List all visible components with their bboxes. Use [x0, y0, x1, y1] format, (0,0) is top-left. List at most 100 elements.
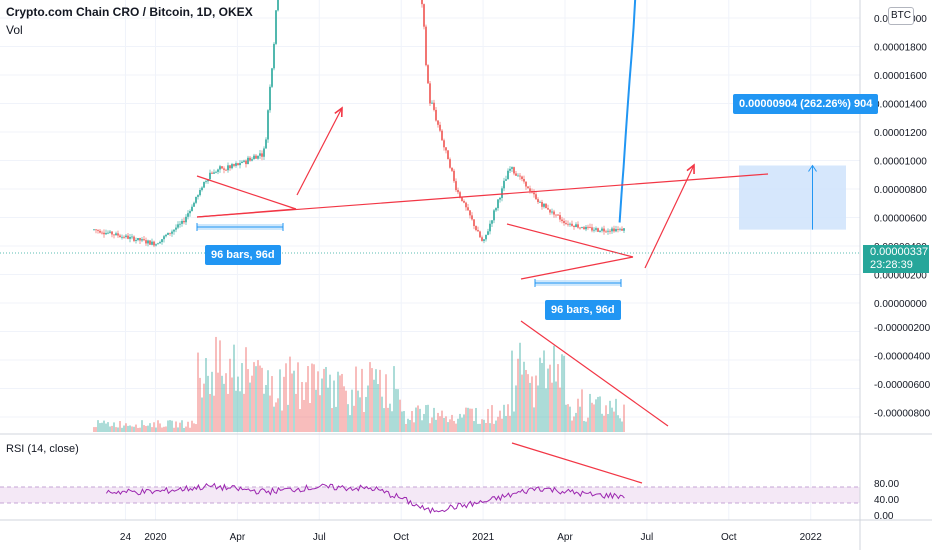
volume-bar [389, 403, 391, 432]
volume-bar [145, 426, 147, 432]
rsi-path [105, 482, 625, 515]
volume-bar [609, 400, 611, 432]
time-tick-label: Oct [721, 532, 737, 543]
volume-bar [251, 375, 253, 432]
candle-body [201, 187, 203, 191]
volume-bar [471, 408, 473, 432]
candle-body [445, 147, 447, 151]
candle-body [95, 229, 97, 231]
volume-bar [595, 399, 597, 432]
currency-badge[interactable]: BTC [888, 7, 914, 25]
volume-bar [311, 363, 313, 432]
volume-bar [135, 424, 137, 432]
candle-body [261, 153, 263, 157]
volume-bar [411, 411, 413, 432]
rsi-line [105, 482, 625, 515]
volume-bar [479, 423, 481, 432]
candle-body [155, 244, 157, 246]
volume-bar [203, 383, 205, 432]
candle-body [515, 173, 517, 176]
candle-body [527, 186, 529, 189]
volume-bar [125, 423, 127, 432]
volume-bar [553, 345, 555, 432]
rsi-tick-label: 40.00 [874, 495, 899, 506]
volume-bar [429, 423, 431, 432]
candle-body [465, 202, 467, 208]
candle-body [577, 224, 579, 228]
candle-body [595, 228, 597, 230]
volume-bar [299, 409, 301, 432]
candle-body [559, 215, 561, 220]
candle-body [111, 231, 113, 235]
volume-bar [613, 411, 615, 432]
candle-body [269, 86, 271, 111]
candle-body [449, 159, 451, 168]
volume-bar [361, 368, 363, 432]
volume-bar [589, 393, 591, 432]
candle-body [125, 235, 127, 237]
volume-bar [473, 421, 475, 432]
candle-body [257, 155, 259, 159]
volume-bar [435, 419, 437, 432]
candle-body [505, 179, 507, 181]
candle-body [495, 208, 497, 211]
volume-bar [337, 371, 339, 432]
volume-tick-label: -0.00000800 [874, 409, 931, 420]
volume-bar [385, 374, 387, 432]
candle-body [183, 220, 185, 223]
volume-bar [433, 407, 435, 432]
rsi-title: RSI (14, close) [6, 443, 79, 455]
volume-bar [301, 382, 303, 432]
volume-bar [287, 404, 289, 432]
candle-body [439, 124, 441, 131]
candle-body [129, 237, 131, 239]
volume-bar [557, 364, 559, 432]
volume-bar [111, 425, 113, 432]
arrow-up-1-head [334, 106, 343, 118]
volume-bar [575, 412, 577, 432]
candle-body [133, 236, 135, 241]
candle-body [243, 160, 245, 162]
candle-body [611, 228, 613, 232]
measure-label: 0.00000904 (262.26%) 904 [733, 94, 879, 114]
volume-bar [245, 347, 247, 432]
candle-body [549, 209, 551, 213]
volume-bar [603, 415, 605, 432]
candle-body [219, 166, 221, 170]
candle-body [589, 227, 591, 228]
volume-bar [545, 388, 547, 432]
candle-body [273, 43, 275, 69]
volume-bar [405, 423, 407, 432]
candle-body [263, 148, 265, 157]
candle-body [185, 216, 187, 223]
candle-body [487, 231, 489, 235]
volume-bar [421, 420, 423, 432]
current-price-tag: 0.00000337 23:28:39 [863, 245, 929, 273]
candle-body [271, 68, 273, 87]
volume-bar [237, 376, 239, 432]
volume-bar [179, 422, 181, 432]
price-candles [93, 0, 625, 248]
candle-body [503, 180, 505, 189]
volume-bar [97, 420, 99, 432]
volume-bar [149, 423, 151, 432]
volume-bar [289, 356, 291, 432]
volume-bar [379, 369, 381, 432]
candle-body [479, 231, 481, 238]
volume-bar [563, 355, 565, 432]
candle-body [433, 102, 435, 110]
candle-body [429, 83, 431, 104]
volume-bar [427, 404, 429, 432]
volume-bar [399, 399, 401, 432]
price-tick-label: 0.00001800 [874, 43, 927, 54]
volume-bar [163, 426, 165, 432]
volume-bar [463, 414, 465, 432]
volume-bar [221, 375, 223, 432]
volume-bar [95, 427, 97, 432]
candle-body [561, 219, 563, 222]
candle-body [237, 163, 239, 166]
candle-body [251, 159, 253, 161]
volume-bar [157, 420, 159, 432]
volume-bar [465, 407, 467, 432]
